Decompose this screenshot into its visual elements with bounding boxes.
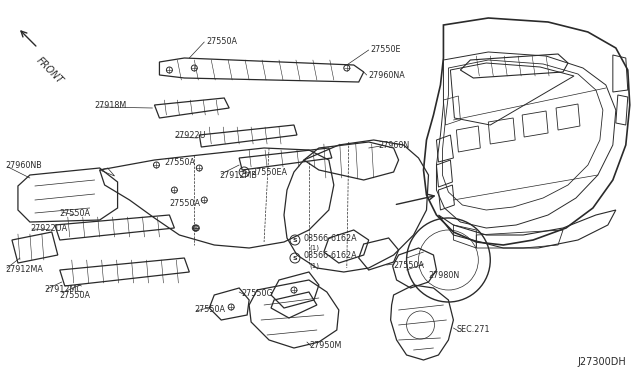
Text: FRONT: FRONT — [35, 55, 65, 86]
Text: 27550A: 27550A — [195, 305, 225, 314]
Text: J27300DH: J27300DH — [578, 357, 627, 367]
Text: 27918M: 27918M — [95, 100, 127, 109]
Text: 27550A: 27550A — [206, 36, 237, 45]
Text: S: S — [292, 237, 297, 243]
Text: 08566-6162A: 08566-6162A — [304, 234, 358, 243]
Text: 27960N: 27960N — [379, 141, 410, 150]
Text: 27550A: 27550A — [394, 260, 424, 269]
Text: 27550A: 27550A — [170, 199, 200, 208]
Text: 27950M: 27950M — [309, 340, 341, 350]
Text: 27550E: 27550E — [371, 45, 401, 54]
Text: 27922U: 27922U — [174, 131, 206, 140]
Text: 27550A: 27550A — [60, 208, 91, 218]
Text: 27960NA: 27960NA — [369, 71, 406, 80]
Text: 08566-6162A: 08566-6162A — [304, 251, 358, 260]
Text: 27550EA: 27550EA — [251, 167, 287, 176]
Text: (1): (1) — [309, 245, 319, 251]
Text: S: S — [242, 170, 246, 174]
Text: 27912MB: 27912MB — [220, 170, 257, 180]
Text: 27922UA: 27922UA — [30, 224, 67, 232]
Text: S: S — [292, 256, 297, 260]
Text: SEC.271: SEC.271 — [456, 326, 490, 334]
Text: 27980N: 27980N — [429, 270, 460, 279]
Text: 27912MC: 27912MC — [45, 285, 83, 295]
Text: 27960NB: 27960NB — [5, 160, 42, 170]
Text: 27550A: 27550A — [60, 291, 91, 299]
Text: 27550A: 27550A — [164, 157, 195, 167]
Text: 27550G: 27550G — [241, 289, 273, 298]
Text: (1): (1) — [309, 263, 319, 269]
Text: 27912MA: 27912MA — [5, 266, 43, 275]
